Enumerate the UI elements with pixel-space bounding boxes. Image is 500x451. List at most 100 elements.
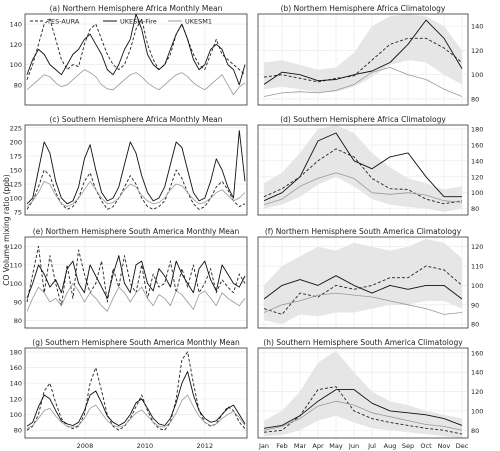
axes-frame [257, 236, 469, 329]
y-tick-label: 100 [471, 407, 483, 415]
panel-title: (d) Southern Hemisphere Africa Climatolo… [280, 115, 446, 124]
y-tick-label: 120 [471, 243, 483, 251]
y-tick-label: 80 [471, 95, 479, 103]
series-line-ukesm1 [263, 400, 463, 431]
x-tick-label: Jan [258, 442, 269, 450]
y-tick-label: 140 [471, 369, 483, 377]
panel-1: 80 100 120 140 (a) Northern Hemisphere Afric… [10, 4, 248, 106]
y-tick-label: 80 [14, 427, 22, 435]
y-tick-label: 120 [10, 41, 22, 49]
series-line-tes-aura [26, 245, 246, 307]
y-tick-label: 100 [10, 195, 22, 203]
x-tick-label: Jun [348, 442, 359, 450]
panel-4: 80 100 120 140 160 180 (d) Southern Hemisphere… [257, 115, 483, 216]
y-tick-label: 110 [10, 261, 22, 269]
series-line-ukesm1 [26, 180, 246, 208]
axes-frame [257, 347, 469, 439]
y-tick-label: 80 [471, 427, 479, 435]
y-tick-label: 75 [14, 209, 22, 217]
y-tick-label: 160 [10, 364, 22, 372]
y-tick-label: 225 [10, 124, 22, 132]
legend-label: TES-AURA [46, 18, 80, 26]
panel-title: (a) Northern Hemisphere Africa Monthly M… [50, 4, 223, 13]
y-tick-label: 160 [471, 349, 483, 357]
series-line-ukesm-fire [263, 19, 463, 85]
y-tick-label: 140 [471, 157, 483, 165]
series-line-ukesm1 [263, 292, 463, 315]
series-line-tes-aura [263, 265, 463, 315]
y-tick-label: 120 [471, 173, 483, 181]
spread-band [264, 350, 462, 438]
series-line-ukesm1 [26, 69, 246, 96]
series-line-ukesm1 [263, 172, 463, 205]
spread-band [264, 125, 462, 212]
panel-6: 80 90 100 110 120 (f) Northern Hemisphere Sou… [257, 227, 483, 329]
y-tick-label: 150 [10, 167, 22, 175]
series-line-tes-aura [263, 148, 463, 205]
series-line-ukesm-fire [263, 389, 463, 429]
series-line-ukesm-fire [26, 255, 246, 299]
x-tick-label: Sep [402, 442, 414, 450]
panel-title: (f) Northern Hemisphere South America Cl… [265, 227, 462, 236]
series-line-ukesm1 [26, 282, 246, 312]
spread-band [264, 14, 462, 93]
series-line-ukesm-fire [26, 130, 246, 205]
y-tick-label: 100 [10, 280, 22, 288]
y-tick-label: 200 [10, 138, 22, 146]
x-tick-label: Feb [276, 442, 288, 450]
y-tick-label: 90 [471, 301, 479, 309]
y-tick-label: 80 [471, 321, 479, 329]
x-tick-label: Apr [312, 442, 324, 450]
axes-frame [24, 124, 248, 216]
y-tick-label: 100 [10, 61, 22, 69]
y-tick-label: 90 [14, 299, 22, 307]
x-tick-label: May [329, 442, 343, 450]
y-tick-label: 120 [471, 47, 483, 55]
y-tick-label: 120 [10, 243, 22, 251]
series-line-ukesm1 [26, 394, 246, 429]
y-tick-label: 140 [471, 23, 483, 31]
panel-3: 75 100 125 150 175 200 225 (c) Southern Hemisph… [10, 115, 248, 217]
series-line-ukesm-fire [26, 371, 246, 427]
panel-7: 80 100 120 140 160 180 2008 2010 2012 (g) Souther… [10, 338, 248, 450]
y-axis-label: CO Volume mixing ratio (ppb) [2, 174, 11, 285]
axes-frame [257, 13, 469, 106]
panel-2: 80 100 120 140 (b) Northern Hemisphere Afric… [257, 4, 483, 106]
series-line-ukesm1 [263, 67, 463, 97]
x-tick-label: Oct [420, 442, 432, 450]
y-tick-label: 100 [471, 71, 483, 79]
x-tick-label: Dec [456, 442, 469, 450]
panel-8: 80 100 120 140 160 Jan Feb Mar Apr May Jun Jul Aug Se… [257, 338, 483, 450]
y-tick-label: 80 [14, 81, 22, 89]
panel-title: (b) Northern Hemisphere Africa Climatolo… [281, 4, 446, 13]
y-tick-label: 100 [10, 411, 22, 419]
y-tick-label: 80 [471, 205, 479, 213]
y-tick-label: 100 [471, 282, 483, 290]
x-tick-label: Aug [384, 442, 397, 450]
y-tick-label: 140 [10, 21, 22, 29]
y-tick-label: 80 [14, 317, 22, 325]
y-tick-label: 160 [471, 141, 483, 149]
x-tick-label: Jul [367, 442, 376, 450]
legend-label: UKESM1 [185, 18, 212, 26]
panel-title: (c) Southern Hemisphere Africa Monthly M… [49, 115, 222, 124]
y-tick-label: 125 [10, 181, 22, 189]
legend: TES-AURA UKESM-Fire UKESM1 [30, 18, 212, 26]
y-tick-label: 140 [10, 380, 22, 388]
y-tick-label: 120 [10, 395, 22, 403]
x-tick-label: 2012 [197, 442, 214, 450]
x-tick-label: Mar [294, 442, 307, 450]
series-line-ukesm-fire [263, 275, 463, 300]
y-tick-label: 100 [471, 189, 483, 197]
axes-frame [257, 124, 469, 216]
y-tick-label: 175 [10, 152, 22, 160]
axes-frame [24, 13, 248, 106]
x-tick-label: 2010 [137, 442, 154, 450]
y-tick-label: 180 [471, 125, 483, 133]
panels: 80 100 120 140 (a) Northern Hemisphere Afric… [10, 4, 484, 450]
axes-frame [24, 236, 248, 329]
series-line-tes-aura [26, 18, 246, 80]
panel-title: (e) Northern Hemisphere South America Mo… [33, 227, 240, 236]
axes-frame [24, 347, 248, 439]
panel-5: 80 90 100 110 120 (e) Northern Hemisphere Sou… [10, 227, 248, 329]
